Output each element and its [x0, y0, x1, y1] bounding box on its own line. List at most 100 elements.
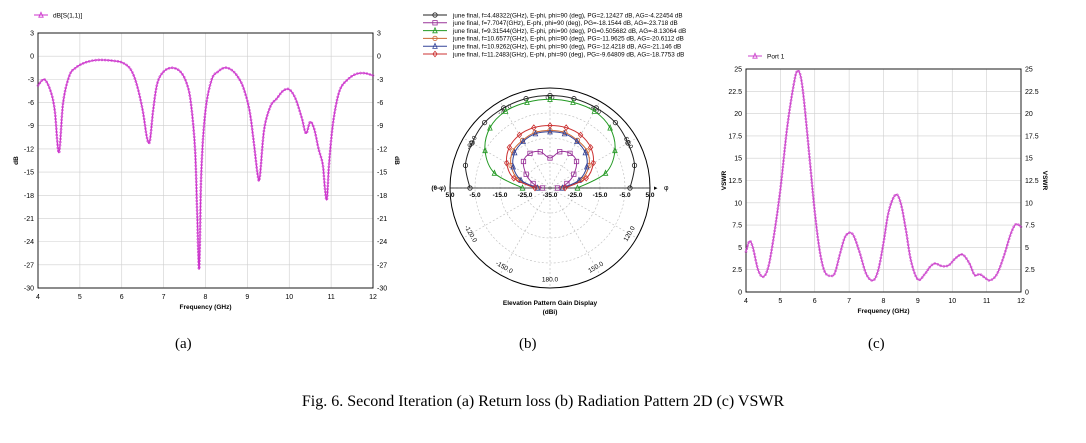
data-point	[313, 130, 317, 134]
data-point	[330, 130, 334, 134]
data-point	[140, 105, 144, 108]
data-point	[132, 74, 136, 77]
data-point	[305, 130, 309, 134]
data-point	[878, 259, 882, 263]
data-point	[912, 268, 915, 272]
data-point	[254, 156, 257, 160]
vswr-chart: 0 0 2.5 2.5 5 5 7.5 7.5 10 10 12.5 12.5 15 15 17.5 17.5…	[721, 52, 1048, 315]
data-point	[145, 136, 149, 140]
polar-series-line	[510, 129, 590, 189]
data-point	[316, 143, 319, 147]
data-point	[816, 238, 820, 242]
data-point	[1012, 225, 1016, 229]
polar-data-point	[511, 174, 517, 182]
y-tick-label-left: 2.5	[732, 267, 742, 274]
y-tick-label-right: 0	[1025, 290, 1029, 297]
data-point	[806, 133, 809, 137]
data-point	[182, 75, 186, 79]
polar-data-point	[554, 185, 561, 191]
data-point	[875, 272, 879, 275]
data-point	[918, 278, 922, 282]
data-point	[784, 133, 788, 137]
data-point	[808, 158, 812, 162]
polar-axis-arrow: ▸	[654, 185, 658, 192]
data-point	[262, 132, 265, 136]
data-point	[38, 81, 42, 85]
data-point	[957, 254, 961, 257]
data-point	[198, 240, 202, 244]
data-point	[176, 68, 180, 72]
polar-legend-marker	[432, 35, 438, 42]
data-point	[213, 72, 217, 76]
data-point	[94, 58, 97, 62]
data-point	[851, 232, 854, 236]
data-point	[973, 274, 977, 277]
data-point	[326, 181, 330, 185]
data-point	[54, 117, 57, 121]
x-tick-label: 7	[162, 294, 166, 301]
data-point	[915, 277, 919, 281]
data-point	[210, 77, 214, 81]
data-point	[195, 193, 198, 196]
data-point	[881, 247, 884, 250]
data-point	[250, 127, 254, 131]
data-point	[795, 70, 798, 74]
y-axis-label: VSWR	[721, 170, 728, 190]
data-point	[864, 271, 868, 275]
data-point	[805, 123, 808, 127]
data-point	[813, 206, 816, 210]
data-point	[835, 263, 839, 267]
data-point	[147, 141, 151, 145]
data-point	[60, 115, 64, 118]
data-point	[190, 110, 194, 113]
polar-unit-label: (dBi)	[543, 309, 558, 316]
polar-data-point	[501, 105, 507, 111]
data-point	[852, 235, 856, 238]
y-tick-label-left: 12.5	[728, 178, 742, 185]
data-point	[821, 264, 824, 267]
data-point	[198, 230, 202, 234]
polar-legend-marker	[432, 20, 438, 26]
data-point	[862, 265, 866, 269]
data-point	[195, 183, 198, 187]
polar-spoke	[499, 187, 551, 275]
data-point	[777, 197, 781, 201]
data-point	[142, 114, 146, 118]
data-point	[143, 124, 147, 127]
data-point	[260, 148, 264, 152]
data-point	[246, 102, 250, 106]
y-tick-label-right: 20	[1025, 111, 1033, 118]
data-point	[276, 95, 280, 98]
data-point	[73, 66, 77, 70]
data-point	[770, 248, 774, 252]
data-point	[327, 165, 331, 169]
data-point	[199, 189, 203, 192]
data-point	[154, 90, 157, 94]
data-point	[329, 139, 333, 143]
data-point	[208, 84, 212, 87]
data-point	[256, 175, 260, 179]
data-point	[798, 72, 802, 76]
polar-legend-marker	[432, 42, 438, 49]
data-point	[249, 118, 253, 122]
data-point	[330, 133, 333, 137]
data-point	[780, 178, 783, 182]
data-point	[131, 71, 134, 74]
data-point	[55, 133, 59, 137]
polar-spoke	[549, 187, 601, 275]
polar-data-point	[527, 150, 533, 156]
data-point	[272, 99, 276, 103]
data-point	[984, 277, 988, 281]
data-point	[1008, 234, 1012, 238]
data-point	[301, 118, 304, 122]
data-point	[768, 257, 772, 261]
polar-data-point	[539, 185, 546, 191]
data-point	[312, 127, 316, 131]
data-point	[768, 261, 771, 264]
data-point	[263, 126, 266, 130]
data-point	[976, 273, 980, 276]
data-point	[58, 147, 62, 150]
data-point	[265, 114, 269, 117]
data-point	[310, 121, 314, 125]
data-point	[194, 154, 197, 158]
